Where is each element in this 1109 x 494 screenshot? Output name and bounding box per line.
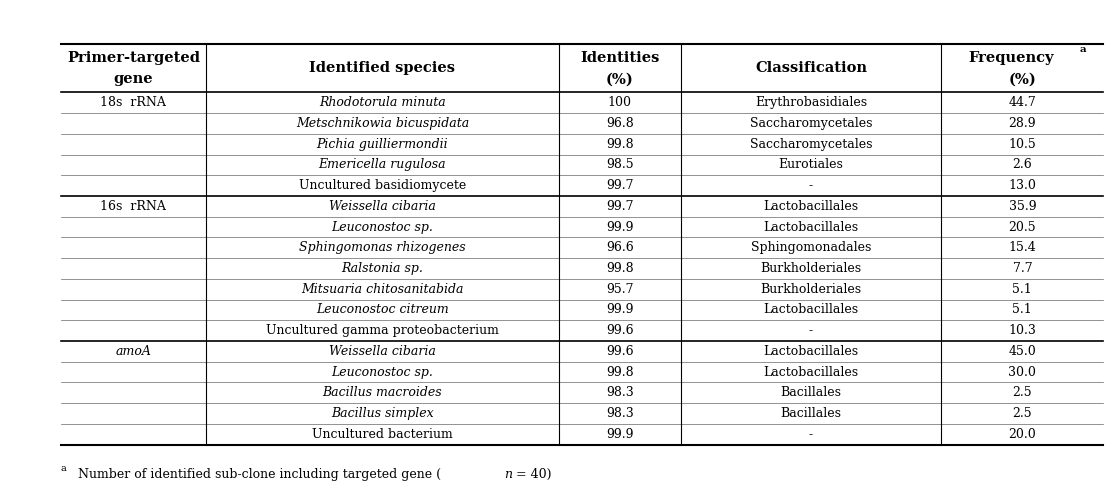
Text: 20.0: 20.0 [1008, 428, 1036, 441]
Text: 96.8: 96.8 [606, 117, 633, 130]
Text: = 40): = 40) [512, 468, 552, 481]
Text: Burkholderiales: Burkholderiales [761, 262, 862, 275]
Text: 30.0: 30.0 [1008, 366, 1036, 378]
Text: 99.6: 99.6 [606, 324, 633, 337]
Text: Bacillales: Bacillales [781, 386, 842, 399]
Text: 5.1: 5.1 [1013, 303, 1032, 317]
Text: Sphingomonadales: Sphingomonadales [751, 242, 872, 254]
Text: Lactobacillales: Lactobacillales [763, 200, 858, 213]
Text: amoA: amoA [115, 345, 151, 358]
Text: Classification: Classification [755, 61, 867, 76]
Text: Frequency: Frequency [968, 50, 1054, 65]
Text: 98.3: 98.3 [606, 386, 633, 399]
Text: -: - [808, 428, 813, 441]
Text: Uncultured bacterium: Uncultured bacterium [312, 428, 452, 441]
Text: 7.7: 7.7 [1013, 262, 1032, 275]
Text: Saccharomycetales: Saccharomycetales [750, 117, 873, 130]
Text: Bacillales: Bacillales [781, 407, 842, 420]
Text: -: - [808, 324, 813, 337]
Text: Number of identified sub-clone including targeted gene (: Number of identified sub-clone including… [74, 468, 441, 481]
Text: 10.3: 10.3 [1008, 324, 1036, 337]
Text: Lactobacillales: Lactobacillales [763, 345, 858, 358]
Text: 98.5: 98.5 [606, 159, 633, 171]
Text: Sphingomonas rhizogenes: Sphingomonas rhizogenes [299, 242, 466, 254]
Text: 28.9: 28.9 [1008, 117, 1036, 130]
Text: Leuconostoc sp.: Leuconostoc sp. [332, 366, 434, 378]
Text: Uncultured basidiomycete: Uncultured basidiomycete [298, 179, 466, 192]
Text: 10.5: 10.5 [1008, 138, 1036, 151]
Text: Identified species: Identified species [309, 61, 456, 76]
Text: 2.6: 2.6 [1013, 159, 1032, 171]
Text: 99.9: 99.9 [607, 428, 633, 441]
Text: Lactobacillales: Lactobacillales [763, 366, 858, 378]
Text: Metschnikowia bicuspidata: Metschnikowia bicuspidata [296, 117, 469, 130]
Text: 96.6: 96.6 [606, 242, 633, 254]
Text: 2.5: 2.5 [1013, 386, 1032, 399]
Text: 44.7: 44.7 [1008, 96, 1036, 109]
Text: Mitsuaria chitosanitabida: Mitsuaria chitosanitabida [302, 283, 464, 296]
Text: Bacillus macroides: Bacillus macroides [323, 386, 442, 399]
Text: 99.8: 99.8 [606, 138, 633, 151]
Text: Weissella cibaria: Weissella cibaria [329, 200, 436, 213]
Text: Bacillus simplex: Bacillus simplex [332, 407, 434, 420]
Text: Uncultured gamma proteobacterium: Uncultured gamma proteobacterium [266, 324, 499, 337]
Text: Ralstonia sp.: Ralstonia sp. [342, 262, 424, 275]
Text: (%): (%) [606, 72, 633, 86]
Text: 99.9: 99.9 [607, 221, 633, 234]
Text: Pichia guilliermondii: Pichia guilliermondii [316, 138, 448, 151]
Text: -: - [808, 179, 813, 192]
Text: 20.5: 20.5 [1008, 221, 1036, 234]
Text: Emericella rugulosa: Emericella rugulosa [318, 159, 446, 171]
Text: Lactobacillales: Lactobacillales [763, 221, 858, 234]
Text: 13.0: 13.0 [1008, 179, 1036, 192]
Text: 18s  rRNA: 18s rRNA [101, 96, 166, 109]
Text: Saccharomycetales: Saccharomycetales [750, 138, 873, 151]
Text: a: a [1080, 45, 1087, 54]
Text: 35.9: 35.9 [1008, 200, 1036, 213]
Text: 95.7: 95.7 [607, 283, 633, 296]
Text: a: a [61, 464, 67, 473]
Text: Primer-targeted: Primer-targeted [67, 50, 200, 65]
Text: 99.7: 99.7 [607, 179, 633, 192]
Text: gene: gene [113, 72, 153, 86]
Text: 45.0: 45.0 [1008, 345, 1036, 358]
Text: Leuconostoc citreum: Leuconostoc citreum [316, 303, 449, 317]
Text: 16s  rRNA: 16s rRNA [101, 200, 166, 213]
Text: Leuconostoc sp.: Leuconostoc sp. [332, 221, 434, 234]
Text: 100: 100 [608, 96, 632, 109]
Text: 98.3: 98.3 [606, 407, 633, 420]
Text: Weissella cibaria: Weissella cibaria [329, 345, 436, 358]
Text: Erythrobasidiales: Erythrobasidiales [755, 96, 867, 109]
Text: Eurotiales: Eurotiales [779, 159, 844, 171]
Text: Lactobacillales: Lactobacillales [763, 303, 858, 317]
Text: 2.5: 2.5 [1013, 407, 1032, 420]
Text: 99.9: 99.9 [607, 303, 633, 317]
Text: n: n [505, 468, 512, 481]
Text: 99.8: 99.8 [606, 262, 633, 275]
Text: 15.4: 15.4 [1008, 242, 1036, 254]
Text: Rhodotorula minuta: Rhodotorula minuta [319, 96, 446, 109]
Text: 99.7: 99.7 [607, 200, 633, 213]
Text: Burkholderiales: Burkholderiales [761, 283, 862, 296]
Text: Identities: Identities [580, 50, 660, 65]
Text: 99.8: 99.8 [606, 366, 633, 378]
Text: 5.1: 5.1 [1013, 283, 1032, 296]
Text: 99.6: 99.6 [606, 345, 633, 358]
Text: (%): (%) [1008, 72, 1036, 86]
